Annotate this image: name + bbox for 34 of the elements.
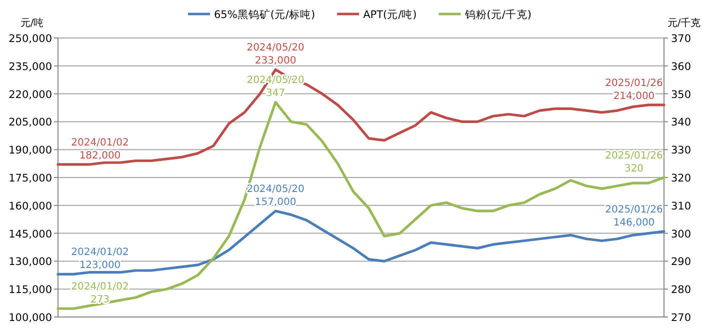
y-tick-label: 100,000 [8, 312, 52, 324]
y2-tick-label: 270 [671, 312, 692, 324]
y-tick-label: 235,000 [8, 60, 52, 73]
y-tick-label: 250,000 [8, 33, 52, 45]
legend-label: 钨粉(元/千克) [464, 8, 532, 21]
y-tick-label: 175,000 [8, 172, 52, 184]
y2-tick-label: 290 [671, 256, 692, 268]
legend-label: APT(元/吨) [363, 8, 417, 21]
y2-tick-label: 310 [671, 200, 692, 212]
legend-label: 65%黑钨矿(元/标吨) [214, 8, 316, 21]
y-tick-label: 130,000 [8, 256, 52, 268]
y2-tick-label: 370 [671, 33, 692, 45]
y-axis-title: 元/吨 [20, 17, 44, 29]
annotation: 2024/01/02 123,000 [71, 247, 129, 272]
y-tick-label: 160,000 [8, 200, 52, 212]
y-tick-label: 115,000 [8, 284, 52, 296]
y2-tick-label: 320 [671, 172, 692, 184]
y2-tick-label: 340 [671, 116, 692, 129]
annotation: 2024/01/02 273 [71, 282, 129, 306]
annotation: 2025/01/26 320 [605, 150, 663, 174]
annotation: 2024/01/02 182,000 [71, 137, 129, 162]
y2-tick-label: 280 [671, 284, 692, 296]
y-tick-label: 190,000 [8, 144, 52, 157]
y-tick-label: 220,000 [8, 88, 52, 101]
y2-tick-label: 360 [671, 60, 692, 73]
y2-tick-label: 300 [671, 228, 692, 240]
y-tick-label: 205,000 [8, 116, 52, 129]
annotation: 2025/01/26 146,000 [605, 204, 663, 228]
annotation: 2024/05/20 233,000 [246, 42, 304, 67]
annotation: 2025/01/26 214,000 [605, 78, 663, 102]
y2-tick-label: 330 [671, 144, 692, 157]
y-tick-label: 145,000 [8, 228, 52, 240]
y2-tick-label: 350 [671, 88, 692, 101]
y2-axis-title: 元/千克 [667, 17, 701, 29]
